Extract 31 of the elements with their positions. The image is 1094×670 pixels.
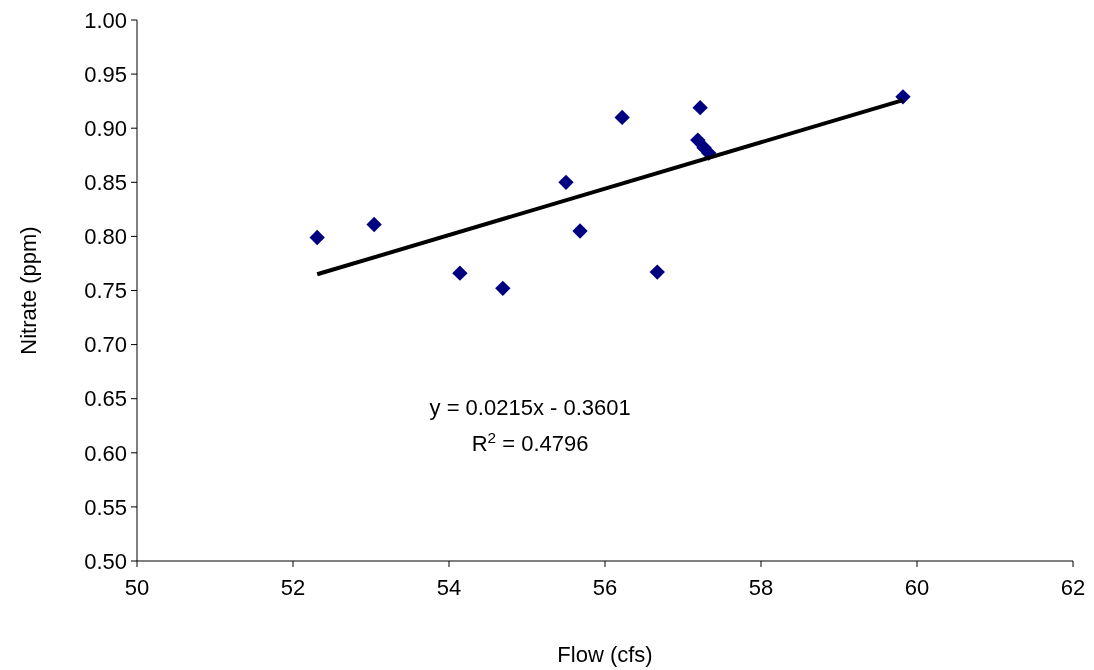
y-tick-label: 0.60 (84, 440, 127, 466)
x-tick-label: 50 (124, 575, 150, 600)
y-tick-label: 0.90 (84, 115, 127, 141)
point (558, 174, 574, 190)
y-tick-label: 0.50 (84, 548, 127, 574)
point (692, 99, 708, 116)
y-tick-label: 0.80 (84, 224, 127, 250)
annotation: R$^{2}$ = 0.4796 (471, 428, 589, 456)
x-tick-label: 60 (904, 575, 930, 600)
point (614, 109, 630, 126)
x-tick-label: 56 (592, 575, 618, 600)
y-tick-label: 0.65 (84, 386, 127, 412)
y-tick-label: 0.95 (84, 61, 127, 87)
point (572, 223, 588, 239)
point (366, 216, 382, 233)
point (649, 264, 665, 280)
y-tick-label: 0.70 (84, 332, 127, 358)
x-tick-label: 62 (1060, 575, 1086, 600)
point (309, 229, 325, 246)
y-tick-label: 0.55 (84, 494, 127, 520)
y-tick-label: 0.85 (84, 170, 127, 195)
x-tick-label: 52 (280, 575, 306, 600)
point (452, 265, 468, 281)
y-axis-title: Nitrate (ppm) (16, 226, 41, 355)
annotation: y = 0.0215x - 0.3601 (429, 394, 631, 420)
y-tick-label: 1.00 (84, 7, 127, 33)
x-tick-label: 58 (748, 575, 774, 600)
point (495, 280, 511, 297)
y-tick-label: 0.75 (84, 278, 127, 304)
x-axis-title: Flow (cfs) (557, 642, 653, 667)
x-tick-label: 54 (436, 575, 462, 600)
